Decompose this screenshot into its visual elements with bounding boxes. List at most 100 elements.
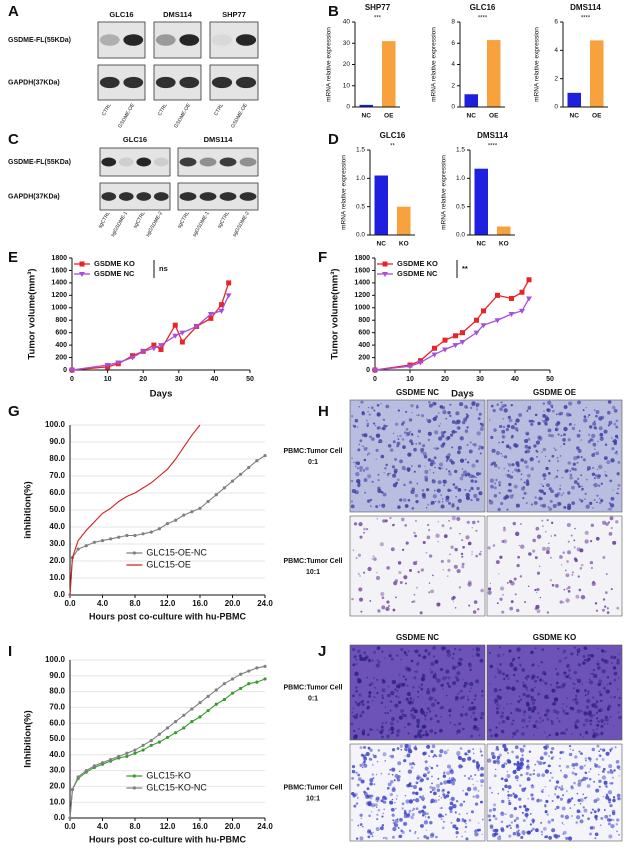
cell	[454, 696, 459, 701]
cell	[407, 452, 412, 457]
cell	[437, 540, 439, 543]
cell	[434, 698, 437, 702]
x-tick-label: 0.0	[64, 599, 76, 608]
cell	[554, 448, 557, 452]
cell	[565, 598, 570, 603]
cell	[563, 774, 568, 779]
y-tick-label: 2	[451, 82, 455, 89]
cell	[433, 799, 438, 803]
cell	[439, 728, 443, 733]
cell	[404, 504, 409, 508]
cell	[477, 790, 480, 792]
cell	[447, 488, 451, 493]
point	[255, 459, 259, 463]
blot-band	[118, 157, 134, 167]
cell	[453, 601, 455, 603]
cell	[601, 436, 603, 439]
cell	[577, 448, 582, 453]
point	[141, 748, 145, 752]
cell	[552, 709, 557, 713]
cell	[361, 703, 365, 707]
cell	[577, 779, 582, 784]
cell	[459, 713, 464, 717]
y-tick-label: 200	[358, 354, 370, 361]
cell	[381, 824, 385, 827]
cell	[598, 426, 603, 431]
cell	[358, 522, 363, 527]
cell	[499, 407, 503, 412]
cell	[396, 654, 399, 657]
cell	[376, 517, 379, 520]
cell	[395, 422, 399, 426]
cell	[377, 404, 380, 407]
cell	[491, 791, 494, 794]
cell	[616, 606, 620, 610]
cell	[363, 571, 366, 574]
cell	[459, 402, 464, 407]
cell	[377, 808, 381, 812]
cell	[372, 777, 375, 780]
cell	[365, 655, 369, 659]
cell	[457, 693, 459, 696]
cell	[389, 800, 394, 805]
cell	[413, 531, 416, 535]
cell	[529, 813, 532, 815]
cell	[524, 812, 529, 818]
cell	[574, 721, 577, 724]
cell	[436, 701, 440, 705]
cell	[551, 688, 556, 693]
blot-lane-label: GSDME-OE	[117, 102, 136, 129]
cell	[407, 769, 413, 774]
cell	[381, 427, 384, 430]
cell	[375, 796, 380, 801]
cell	[581, 683, 583, 686]
cell	[543, 492, 547, 496]
cell	[432, 416, 437, 422]
cell	[532, 724, 537, 729]
cell	[430, 670, 434, 674]
cell	[513, 577, 517, 581]
cell	[512, 792, 515, 795]
cell	[359, 575, 361, 577]
cell	[538, 716, 542, 720]
cell	[442, 793, 446, 797]
x-tick-label: 20	[441, 376, 449, 383]
cell	[492, 814, 496, 818]
cell	[529, 773, 532, 777]
cell	[478, 412, 482, 416]
cell	[575, 594, 580, 599]
cell	[410, 815, 414, 820]
cell	[545, 550, 550, 555]
x-tick-label: 0.0	[64, 822, 76, 831]
cell	[555, 780, 560, 784]
cell	[358, 587, 363, 592]
cell	[501, 435, 506, 439]
cell	[618, 833, 621, 836]
cell	[360, 779, 365, 784]
cell	[464, 429, 469, 433]
cell	[615, 520, 619, 524]
cell	[422, 674, 426, 678]
cell	[423, 454, 428, 459]
cell	[511, 463, 515, 467]
cell	[407, 744, 412, 749]
cell	[447, 411, 451, 415]
x-tick-label: NC	[477, 241, 487, 248]
cell	[594, 703, 597, 705]
blot-band	[136, 157, 152, 167]
cell	[354, 686, 358, 689]
cell	[544, 713, 549, 717]
cell	[496, 602, 499, 605]
cell	[582, 409, 585, 412]
y-tick-label: 600	[55, 330, 67, 337]
cell	[442, 688, 444, 690]
cell	[351, 597, 354, 601]
cell	[467, 754, 469, 756]
x-tick-label: OE	[592, 113, 602, 120]
cell	[430, 459, 435, 464]
cell	[371, 659, 374, 662]
cell	[464, 488, 467, 491]
cell	[554, 787, 557, 791]
cell	[562, 709, 566, 713]
cell	[452, 804, 457, 809]
